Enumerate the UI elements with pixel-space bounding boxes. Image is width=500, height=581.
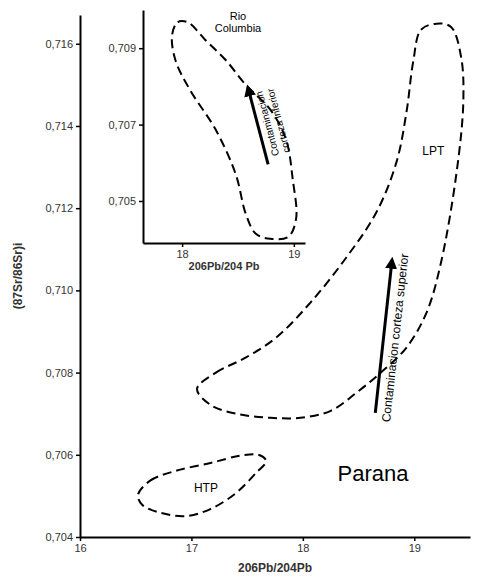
- x-tick: 18: [297, 537, 309, 554]
- y-tick: 0,708: [45, 367, 80, 379]
- y-tick: 0,709: [108, 42, 143, 54]
- y-tick: 0,705: [108, 195, 143, 207]
- y-axis-line: [143, 11, 145, 244]
- y-tick: 0,712: [45, 202, 80, 214]
- x-axis-title: 206Pb/204Pb: [238, 561, 312, 575]
- annotation: Parana: [338, 461, 410, 486]
- field-outline: [197, 23, 463, 418]
- y-tick-mark: [76, 455, 80, 457]
- x-axis-line: [144, 243, 306, 245]
- y-axis: 0,705 0,707 0,709: [108, 11, 143, 244]
- x-tick: 19: [288, 243, 300, 260]
- arrow-label-line: corteza inferior: [264, 87, 292, 154]
- annotation-line: Columbia: [215, 22, 262, 34]
- field-outline: [172, 21, 297, 239]
- annotation: HTP: [194, 481, 218, 495]
- x-axis: 16 17 18 19: [74, 537, 470, 554]
- x-axis-title: 206Pb/204 Pb: [189, 260, 260, 272]
- x-tick-label: 18: [176, 248, 188, 260]
- x-tick: 16: [74, 537, 86, 554]
- y-tick-label: 0,714: [45, 120, 73, 132]
- y-tick-mark: [139, 201, 143, 203]
- annotation-line: Parana: [338, 461, 410, 486]
- y-tick-label: 0,704: [45, 531, 73, 543]
- y-tick-mark: [139, 48, 143, 50]
- x-axis: 1819: [144, 243, 306, 260]
- y-tick-label: 0,708: [45, 367, 73, 379]
- annotation-line: LPT: [422, 144, 445, 158]
- series-group: [138, 23, 464, 516]
- x-tick-mark: [414, 537, 416, 541]
- y-tick-label: 0,705: [108, 195, 136, 207]
- y-tick-mark: [76, 208, 80, 210]
- y-tick: 0,706: [45, 449, 80, 461]
- x-tick: 19: [409, 537, 421, 554]
- y-tick-mark: [76, 44, 80, 46]
- x-tick-mark: [294, 243, 296, 247]
- chart-container: 161718190,7040,7060,7080,7100,7120,7140,…: [0, 0, 500, 581]
- plot-1: 18190,7050,7070,709RioColumbiaContaminac…: [108, 10, 305, 272]
- y-tick-mark: [76, 537, 80, 539]
- x-tick-mark: [191, 537, 193, 541]
- y-tick: 0,710: [45, 284, 80, 296]
- y-tick-label: 0,716: [45, 38, 73, 50]
- x-tick: 18: [176, 243, 188, 260]
- x-tick-mark: [182, 243, 184, 247]
- y-tick: 0,716: [45, 38, 80, 50]
- y-tick: 0,704: [45, 531, 80, 543]
- x-tick-label: 16: [74, 542, 86, 554]
- x-tick-label: 19: [288, 248, 300, 260]
- y-tick-label: 0,710: [45, 284, 73, 296]
- y-axis-line: [80, 16, 82, 538]
- arrow-label: Contaminacion corteza superior: [379, 253, 411, 423]
- x-tick-mark: [303, 537, 305, 541]
- annotation-line: HTP: [194, 481, 218, 495]
- y-tick-mark: [76, 372, 80, 374]
- annotation: LPT: [422, 144, 445, 158]
- y-tick-label: 0,709: [108, 42, 136, 54]
- arrow-label: Contaminacioncorteza inferior: [253, 87, 292, 158]
- y-tick: 0,714: [45, 120, 80, 132]
- y-tick-label: 0,712: [45, 202, 73, 214]
- field-outline: [138, 454, 266, 516]
- annotation: RioColumbia: [215, 10, 262, 35]
- series-group: [172, 21, 297, 239]
- x-tick-label: 18: [297, 542, 309, 554]
- x-tick: 17: [186, 537, 198, 554]
- x-tick-label: 17: [186, 542, 198, 554]
- x-tick-label: 19: [409, 542, 421, 554]
- y-tick-mark: [76, 290, 80, 292]
- y-axis: 0,704 0,706 0,708 0,710 0,712 0,714 0,716: [45, 16, 80, 544]
- plot-0: 161718190,7040,7060,7080,7100,7120,7140,…: [11, 16, 471, 576]
- chart-svg: 161718190,7040,7060,7080,7100,7120,7140,…: [0, 0, 500, 581]
- x-axis-line: [81, 537, 471, 539]
- y-axis-title: (87Sr/86Sr)i: [11, 243, 25, 310]
- y-tick-label: 0,707: [108, 119, 136, 131]
- y-tick-mark: [139, 124, 143, 126]
- y-tick: 0,707: [108, 119, 143, 131]
- y-tick-mark: [76, 126, 80, 128]
- arrow-label-line: Contaminacion corteza superior: [379, 253, 411, 423]
- y-tick-label: 0,706: [45, 449, 73, 461]
- annotation-line: Rio: [230, 10, 247, 22]
